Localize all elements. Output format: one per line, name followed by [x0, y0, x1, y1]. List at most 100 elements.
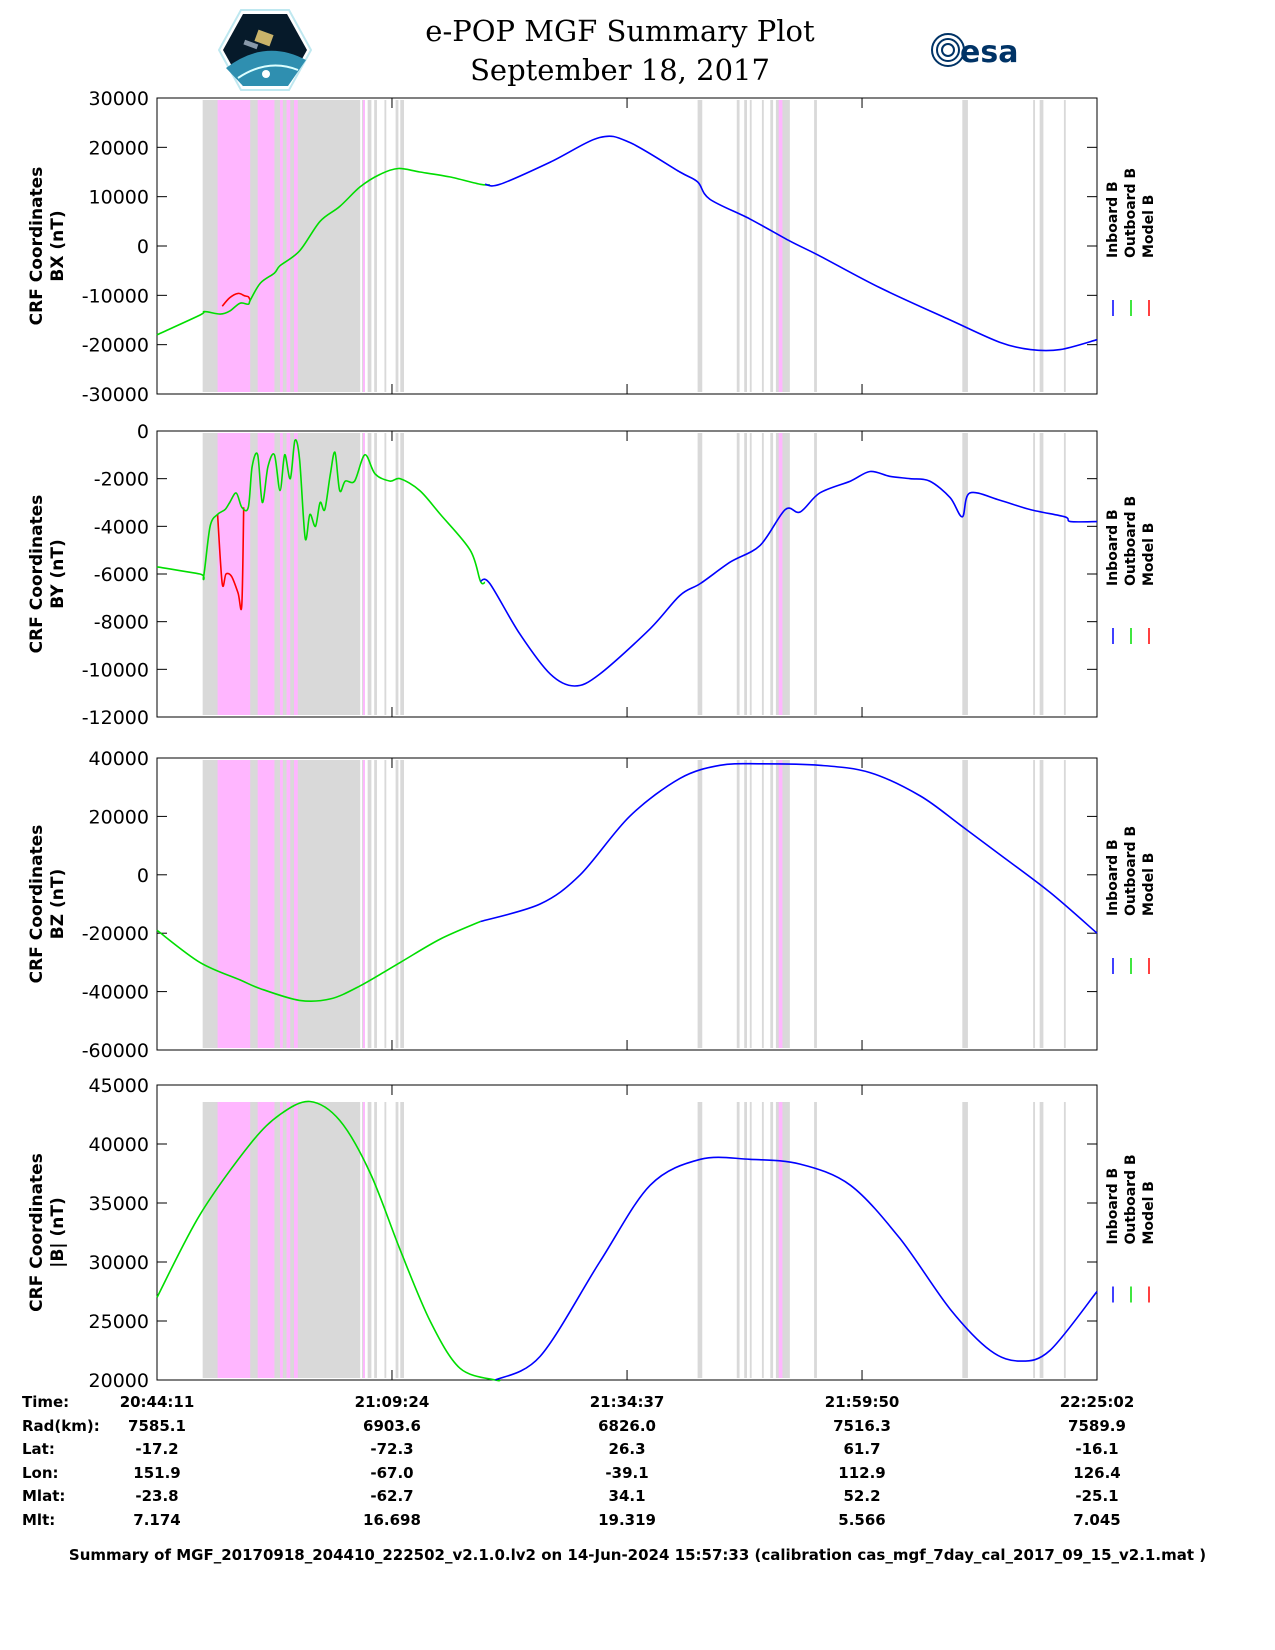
table-cell: -17.2 [135, 1440, 179, 1458]
table-cell: 6903.6 [363, 1416, 421, 1435]
y-axis-label-line: BZ (nT) [48, 869, 68, 939]
pink-band [286, 1102, 291, 1378]
y-tick-label: -20000 [82, 923, 149, 945]
pink-band [294, 433, 298, 715]
y-axis-label-line: CRF Coordinates [27, 825, 47, 984]
y-tick-label: 40000 [89, 748, 149, 770]
table-cell: -23.8 [135, 1487, 179, 1505]
grey-band [1033, 1102, 1036, 1378]
table-cell: 151.9 [133, 1463, 181, 1482]
grey-band [1033, 760, 1036, 1048]
series-model-b [216, 507, 245, 611]
table-cell: -62.7 [370, 1487, 414, 1505]
series-inboard-b [494, 1156, 1098, 1381]
y-tick-label: 45000 [89, 1075, 149, 1097]
pink-band [280, 433, 283, 715]
grey-band [814, 100, 817, 392]
series-inboard-b [480, 470, 1098, 687]
table-cell: 19.319 [598, 1510, 656, 1529]
y-tick-label: -4000 [94, 516, 149, 538]
grey-band [744, 760, 748, 1048]
table-cell: 126.4 [1073, 1463, 1121, 1482]
series-outboard-b [156, 167, 490, 336]
legend-label: Inboard B [1105, 839, 1121, 916]
legend-label: Outboard B [1123, 168, 1139, 258]
pink-band [217, 100, 251, 392]
grey-band [736, 100, 740, 392]
pink-band [217, 1102, 251, 1378]
legend-label: Outboard B [1123, 1154, 1139, 1244]
panel-1: 30000 20000 10000 0 -10000 -20000 -30000 CRF Co… [27, 88, 1157, 406]
y-tick-label: -2000 [94, 469, 149, 491]
pink-band [286, 433, 291, 715]
table-cell: 7589.9 [1068, 1416, 1126, 1435]
grey-band [814, 1102, 817, 1378]
pink-band [778, 100, 783, 392]
series-inboard-b [480, 762, 1098, 934]
panel-3: 40000 20000 0 -20000 -40000 -60000 CRF Coordin… [27, 748, 1157, 1062]
y-tick-label: -40000 [82, 982, 149, 1004]
y-tick-label: 20000 [89, 806, 149, 828]
grey-band [775, 760, 790, 1048]
y-tick-label: 20000 [89, 137, 149, 159]
row-label: Mlt: [22, 1510, 56, 1529]
pink-band [286, 100, 291, 392]
grey-band [962, 1102, 968, 1378]
y-axis-label: CRF CoordinatesBX (nT) [27, 167, 68, 326]
table-cell: -25.1 [1075, 1487, 1119, 1505]
summary-footer: Summary of MGF_20170918_204410_222502_v2… [68, 1546, 1207, 1564]
table-cell: 21:09:24 [354, 1393, 430, 1411]
row-label: Time: [22, 1393, 70, 1411]
row-label: Lat: [22, 1440, 55, 1458]
y-tick-label: 0 [137, 236, 149, 258]
table-cell: 7585.1 [128, 1416, 186, 1435]
table-cell: 112.9 [838, 1463, 886, 1482]
pink-band [217, 760, 251, 1048]
table-row: Lon: 151.9 -67.0 -39.1 112.9 126.4 [0, 1464, 1275, 1488]
pink-band [362, 1102, 365, 1378]
y-axis-label-line: BX (nT) [48, 210, 68, 281]
grey-band [749, 1102, 752, 1378]
table-cell: 7.174 [133, 1510, 181, 1529]
table-cell: 20:44:11 [119, 1393, 195, 1411]
grey-band [736, 760, 740, 1048]
legend-label: Outboard B [1123, 826, 1139, 916]
table-cell: 34.1 [608, 1487, 646, 1505]
grey-band [384, 100, 387, 392]
grey-band [400, 760, 405, 1048]
grey-band [367, 1102, 372, 1378]
grey-band [374, 433, 377, 715]
pink-band [294, 1102, 298, 1378]
grey-band [736, 433, 740, 715]
pink-band [778, 1102, 783, 1378]
grey-band [744, 100, 748, 392]
grey-band [1039, 100, 1044, 392]
legend: Inboard B Outboard B Model B [1105, 1154, 1157, 1303]
legend-label: Inboard B [1105, 181, 1121, 258]
y-tick-label: 20000 [89, 1370, 149, 1392]
grey-band [770, 433, 774, 715]
row-label: Mlat: [22, 1487, 66, 1505]
y-tick-label: 0 [137, 421, 149, 443]
pink-band [280, 760, 283, 1048]
series-inboard-b [484, 135, 1098, 352]
series-model-b [221, 292, 251, 307]
grey-band [697, 1102, 703, 1378]
pink-band [294, 760, 298, 1048]
y-tick-label: -8000 [94, 612, 149, 634]
grey-band [962, 433, 968, 715]
y-tick-label: 0 [137, 865, 149, 887]
grey-band [384, 433, 387, 715]
grey-band [697, 433, 703, 715]
y-tick-label: -10000 [82, 659, 149, 681]
table-row: Mlat: -23.8 -62.7 34.1 52.2 -25.1 [0, 1487, 1275, 1511]
legend-label: Model B [1141, 523, 1157, 586]
grey-band [1063, 100, 1066, 392]
y-tick-label: 40000 [89, 1134, 149, 1156]
y-tick-label: 10000 [89, 187, 149, 209]
series-outboard-b [156, 1100, 501, 1382]
table-row: Rad(km): 7585.1 6903.6 6826.0 7516.3 7589.9 [0, 1417, 1275, 1441]
grey-band [400, 1102, 405, 1378]
grey-band [761, 1102, 764, 1378]
table-cell: 21:34:37 [589, 1393, 665, 1411]
